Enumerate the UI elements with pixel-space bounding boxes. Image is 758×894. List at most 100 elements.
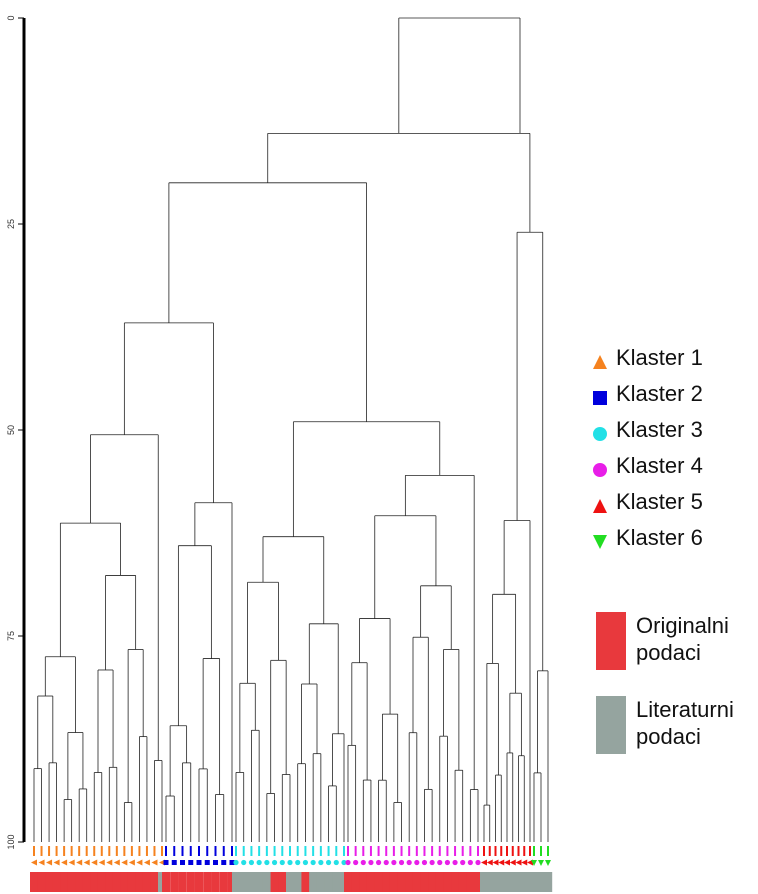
source-bar bbox=[351, 872, 360, 892]
source-bar bbox=[412, 872, 422, 892]
leaf-marker bbox=[460, 859, 466, 866]
leaf-marker bbox=[188, 860, 194, 865]
leaf-marker bbox=[437, 859, 443, 866]
source-bar bbox=[150, 872, 159, 892]
legend-label: Klaster 5 bbox=[616, 489, 703, 514]
leaf-marker bbox=[545, 860, 551, 866]
leaf-marker bbox=[83, 859, 90, 866]
leaf-marker bbox=[521, 859, 528, 866]
leaf-marker bbox=[128, 859, 135, 866]
legend-label: Literaturni bbox=[636, 697, 734, 722]
source-bar bbox=[239, 872, 248, 892]
leaf-marker bbox=[98, 859, 105, 866]
source-bar bbox=[466, 872, 475, 892]
source-bar bbox=[382, 872, 391, 892]
leaf-marker bbox=[171, 860, 177, 865]
y-tick-label: 75 bbox=[6, 631, 16, 641]
leaf-marker bbox=[302, 859, 309, 866]
leaf-marker bbox=[391, 859, 397, 866]
source-bar bbox=[135, 872, 144, 892]
source-bar bbox=[503, 872, 512, 892]
leaf-marker bbox=[310, 859, 316, 866]
source-bar bbox=[60, 872, 69, 892]
swatch-literaturni bbox=[596, 696, 626, 754]
y-tick-label: 0 bbox=[6, 15, 16, 20]
leaf-marker bbox=[406, 859, 412, 866]
leaf-marker bbox=[61, 859, 68, 866]
leaf-marker bbox=[204, 860, 210, 865]
source-bar bbox=[37, 872, 46, 892]
leaf-marker bbox=[31, 859, 37, 866]
source-bar bbox=[232, 872, 241, 892]
legend-label: podaci bbox=[636, 640, 701, 665]
source-bar bbox=[491, 872, 500, 892]
source-bar bbox=[316, 872, 326, 892]
leaf-marker bbox=[345, 859, 351, 866]
source-bar bbox=[324, 872, 333, 892]
source-bar bbox=[170, 872, 179, 892]
source-legend: Originalni podaci Literaturni podaci bbox=[596, 612, 758, 780]
leaf-marker bbox=[341, 859, 347, 866]
legend-item-klaster-4: Klaster 4 bbox=[592, 448, 703, 484]
circle-icon bbox=[592, 422, 608, 441]
source-bar bbox=[262, 872, 272, 892]
source-bar bbox=[178, 872, 187, 892]
source-bar bbox=[120, 872, 129, 892]
legend-label: Klaster 1 bbox=[616, 345, 703, 370]
leaf-marker bbox=[375, 859, 382, 866]
source-bar bbox=[286, 872, 295, 892]
leaf-marker bbox=[256, 859, 262, 866]
legend-item-klaster-1: Klaster 1 bbox=[592, 340, 703, 376]
leaf-marker bbox=[233, 859, 239, 866]
source-bar bbox=[458, 872, 467, 892]
leaf-marker bbox=[368, 859, 374, 866]
source-bar bbox=[45, 872, 54, 892]
source-bar bbox=[278, 872, 287, 892]
leaf-marker bbox=[452, 859, 458, 866]
source-bar bbox=[397, 872, 406, 892]
legend-item-originalni: Originalni podaci bbox=[596, 612, 758, 670]
leaf-marker bbox=[421, 859, 428, 866]
source-bar bbox=[270, 872, 279, 892]
leaf-marker bbox=[53, 859, 60, 866]
leaf-marker bbox=[467, 859, 473, 866]
source-bar bbox=[142, 872, 152, 892]
y-tick-label: 25 bbox=[6, 219, 16, 229]
source-bar bbox=[537, 872, 546, 892]
cluster-legend: Klaster 1 Klaster 2 Klaster 3 Klaster 4 … bbox=[592, 340, 703, 556]
triangle-up-icon bbox=[592, 494, 608, 513]
source-bar bbox=[255, 872, 264, 892]
legend-item-klaster-2: Klaster 2 bbox=[592, 376, 703, 412]
source-bar bbox=[497, 872, 506, 892]
y-tick-label: 50 bbox=[6, 425, 16, 435]
leaf-marker bbox=[264, 859, 270, 866]
leaf-marker bbox=[531, 860, 537, 866]
leaf-marker bbox=[444, 859, 451, 866]
leaf-marker bbox=[383, 859, 389, 866]
leaf-marker bbox=[333, 859, 339, 866]
source-bar bbox=[508, 872, 517, 892]
source-bar bbox=[544, 872, 553, 892]
square-icon bbox=[592, 386, 608, 405]
leaf-marker bbox=[143, 859, 150, 866]
source-bar bbox=[293, 872, 302, 892]
source-bar bbox=[420, 872, 429, 892]
source-bar bbox=[219, 872, 228, 892]
triangle-down-icon bbox=[592, 530, 608, 549]
leaf-marker bbox=[318, 859, 324, 866]
source-bar bbox=[374, 872, 383, 892]
leaf-marker bbox=[106, 859, 113, 866]
leaf-marker bbox=[271, 859, 278, 866]
leaf-marker bbox=[538, 860, 544, 866]
source-bar bbox=[520, 872, 529, 892]
source-bar bbox=[82, 872, 91, 892]
source-bar bbox=[186, 872, 195, 892]
legend-label: Klaster 4 bbox=[616, 453, 703, 478]
leaf-marker bbox=[414, 859, 420, 866]
leaf-marker bbox=[398, 859, 405, 866]
legend-label: Klaster 6 bbox=[616, 525, 703, 550]
source-bar bbox=[435, 872, 444, 892]
source-bar bbox=[514, 872, 523, 892]
leaf-marker bbox=[498, 859, 505, 866]
source-bar bbox=[480, 872, 489, 892]
